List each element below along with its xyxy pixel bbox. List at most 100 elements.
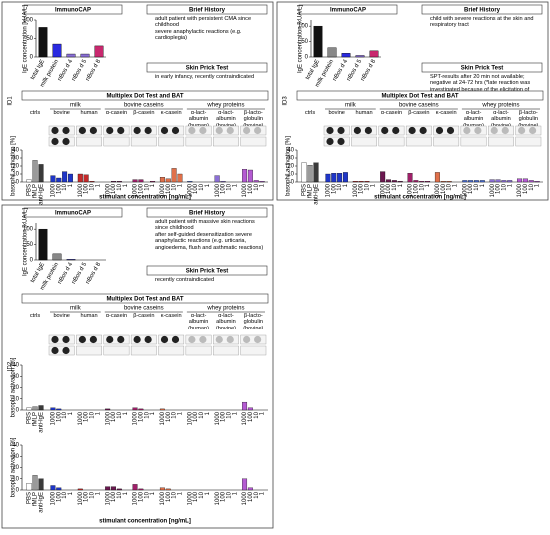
y-tick-label: 10: [12, 172, 19, 178]
x-tick-label: 10: [419, 183, 425, 190]
x-tick-label: 100: [248, 411, 254, 422]
ige-bar: [52, 43, 62, 58]
dot: [199, 126, 207, 135]
x-tick-label: 1000: [78, 411, 84, 425]
y-tick-label: 10: [287, 172, 294, 178]
bat-bar: [56, 487, 62, 491]
column-label: β-casein: [133, 313, 154, 319]
dot-strip: [103, 345, 130, 356]
x-tick-label: 10: [226, 491, 232, 498]
bat-bar: [247, 487, 253, 491]
dot: [501, 126, 509, 135]
x-tick-label: 1: [205, 183, 211, 187]
x-tick-label: 100: [166, 491, 172, 502]
column-label-box: β-lacto-globulin (bovine): [240, 313, 267, 329]
dot-strip: [130, 125, 157, 136]
dot: [62, 335, 70, 344]
x-tick-label: 1: [205, 411, 211, 415]
x-tick-label: 1000: [215, 411, 221, 425]
y-tick-label: 100: [23, 227, 34, 233]
x-tick-label: 1000: [215, 491, 221, 505]
dot: [160, 335, 169, 344]
history-text: severe anaphylactic reactions (e.g. card…: [155, 29, 269, 42]
column-label: α-lact-albumin (human): [188, 110, 209, 126]
dot: [133, 126, 141, 135]
dot: [392, 126, 400, 135]
ige-bar: [66, 259, 76, 261]
column-label-text: κ-casein: [160, 313, 182, 319]
dot-strip: [351, 125, 377, 136]
x-tick-label: 10: [199, 411, 205, 418]
x-tick-label: 1: [260, 491, 266, 495]
x-tick-label: 1000: [462, 183, 468, 197]
column-label: α-lact-albumin (bovine): [216, 313, 236, 329]
section-title: ImmunoCAP: [330, 7, 366, 13]
x-tick-label: 10: [144, 491, 150, 498]
dot-strip: [240, 334, 267, 345]
dot: [254, 335, 262, 344]
x-tick-label: 100: [56, 411, 62, 422]
panel-border: [1, 1, 274, 201]
bat-bar: [171, 168, 177, 183]
column-label: β-casein: [133, 110, 154, 116]
column-label-text: α-casein: [105, 110, 128, 116]
section-header: [23, 4, 123, 15]
spt-text: in early infancy, recently contraindicat…: [155, 74, 269, 80]
dot-strip: [488, 125, 514, 136]
bat-bar: [331, 173, 337, 183]
dot-strip: [433, 136, 460, 147]
bat-bar: [413, 180, 419, 183]
section-header: [146, 4, 268, 15]
column-label: human: [81, 313, 98, 319]
bat-bar: [522, 178, 528, 183]
section-header: [296, 90, 544, 101]
group-label: milk: [70, 103, 82, 109]
y-tick-label: 40: [287, 148, 294, 154]
bat-bar: [337, 173, 343, 183]
x-tick-label: PBS: [27, 492, 33, 504]
x-tick-label: 10: [62, 411, 68, 418]
section-title: ImmunoCAP: [55, 7, 91, 13]
x-tick-label: 10: [172, 491, 178, 498]
x-tick-label: 100: [523, 183, 529, 194]
y-tick-label: 50: [26, 242, 33, 248]
dot-strip: [185, 125, 212, 136]
x-tick-label: 100: [111, 183, 117, 194]
bat-bar: [479, 180, 485, 183]
column-label-box: α-casein: [378, 110, 405, 116]
y-tick-label: 30: [12, 454, 19, 460]
dot: [326, 137, 334, 146]
dot: [106, 126, 114, 135]
bat-bar: [307, 165, 313, 183]
x-tick-label: 1000: [353, 183, 359, 197]
x-tick-label: 1000: [160, 411, 166, 425]
x-tick-label: 10: [226, 411, 232, 418]
y-tick-label: 0: [305, 55, 309, 61]
dot-strip: [323, 136, 350, 147]
dot: [62, 346, 70, 355]
x-tick-label: 1000: [187, 491, 193, 505]
bat-bar: [187, 181, 193, 183]
group-label: bovine caseins: [124, 103, 164, 109]
section-title: Multiplex Dot Test and BAT: [106, 93, 183, 99]
x-tick-label: 1: [123, 411, 129, 415]
spt-box: recently contraindicated: [148, 277, 269, 283]
y-tick-label: 30: [287, 156, 294, 162]
x-tick-label: 1000: [78, 491, 84, 505]
bat-bar: [165, 488, 171, 491]
x-tick-label: 100: [111, 411, 117, 422]
x-tick-label: 1: [398, 183, 404, 187]
dot: [144, 126, 152, 135]
x-tick-label: 10: [117, 411, 123, 418]
bat-bar: [358, 181, 364, 183]
bat-bar: [116, 488, 122, 491]
x-tick-label: 1: [232, 491, 238, 495]
x-tick-label: PBS: [27, 412, 33, 424]
section-header: [21, 90, 269, 101]
column-label-box: β-lacto-globulin (bovine): [240, 110, 267, 126]
column-label-text: α-lact-albumin (bovine): [490, 110, 512, 126]
bat-bar: [473, 180, 479, 183]
y-tick-label: 20: [287, 164, 294, 170]
y-tick-label: 0: [16, 180, 20, 186]
